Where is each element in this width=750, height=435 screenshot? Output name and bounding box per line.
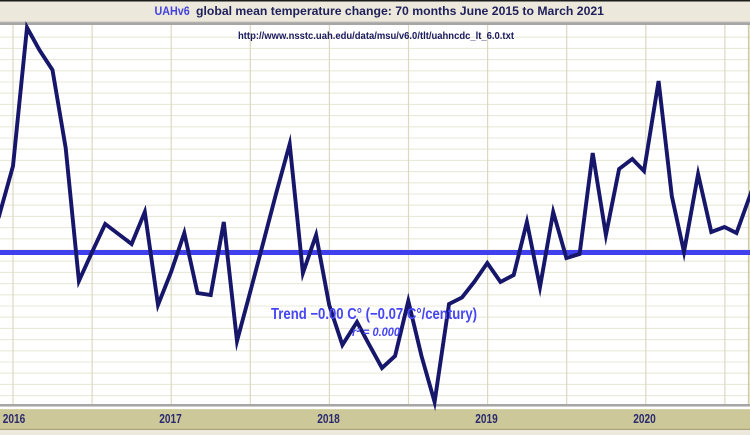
svg-text:2019: 2019 bbox=[475, 412, 498, 426]
svg-text:global mean temperature change: global mean temperature change: 70 month… bbox=[196, 4, 604, 18]
svg-text:2020: 2020 bbox=[633, 412, 656, 426]
svg-text:UAHv6: UAHv6 bbox=[155, 4, 190, 18]
svg-text:2016: 2016 bbox=[3, 412, 26, 426]
svg-text:http://www.nsstc.uah.edu/data/: http://www.nsstc.uah.edu/data/msu/v6.0/t… bbox=[238, 31, 515, 42]
svg-text:r² = 0.000: r² = 0.000 bbox=[352, 325, 400, 339]
svg-text:2018: 2018 bbox=[317, 412, 340, 426]
svg-text:Trend −0.00 C° (−0.07 C°/centu: Trend −0.00 C° (−0.07 C°/century) bbox=[271, 306, 477, 323]
svg-text:2017: 2017 bbox=[159, 412, 182, 426]
